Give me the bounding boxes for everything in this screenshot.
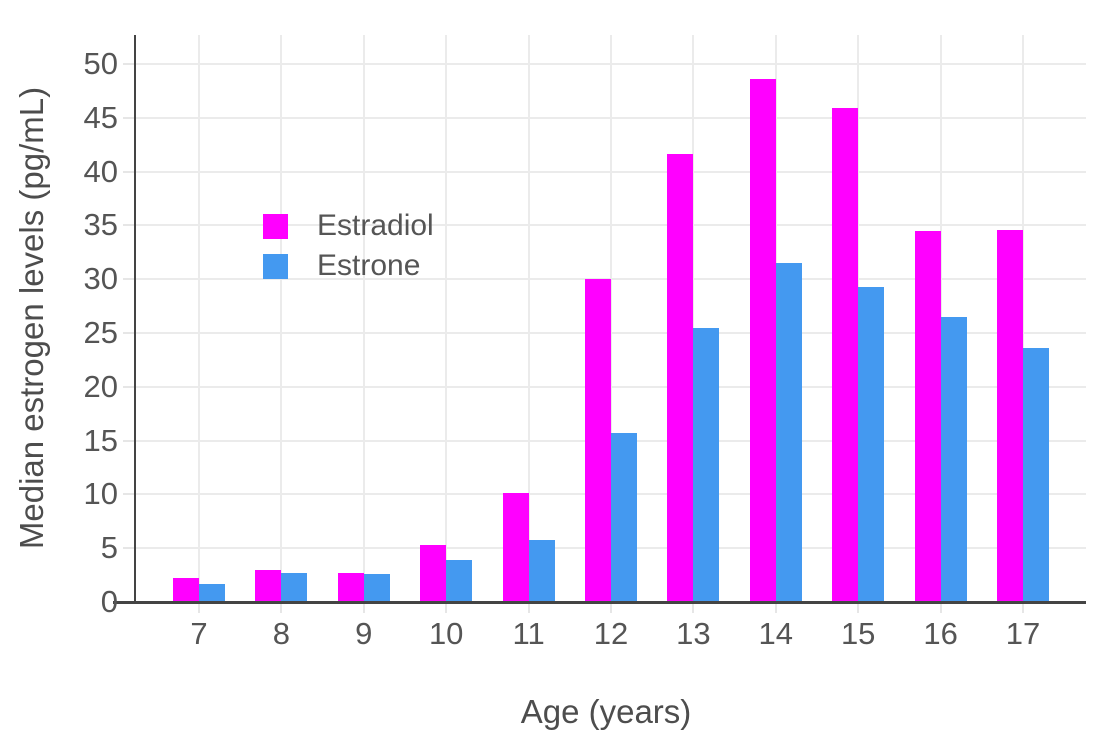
x-tick-label-13: 13 (676, 616, 711, 651)
y-tick-label-0: 0 (100, 584, 118, 619)
x-tickmark-7 (198, 604, 200, 613)
x-gridline-7 (198, 35, 200, 602)
bar-estradiol-age-17 (997, 230, 1023, 602)
bar-estradiol-age-16 (914, 231, 941, 602)
bar-estrone-age-14 (775, 263, 802, 602)
y-gridline-40 (136, 170, 1086, 173)
y-tickmark-50 (123, 63, 134, 65)
bar-estrone-age-17 (1023, 348, 1049, 602)
x-tick-label-10: 10 (428, 616, 464, 651)
x-tickmark-17 (1022, 604, 1024, 613)
y-tick-label-35: 35 (83, 207, 118, 243)
y-tick-label-45: 45 (83, 99, 118, 135)
bar-estradiol-age-12 (585, 279, 611, 602)
x-tick-label-12: 12 (593, 616, 629, 651)
bar-estradiol-age-10 (420, 545, 447, 602)
y-tick-label-10: 10 (83, 476, 118, 512)
y-tick-label-5: 5 (100, 530, 118, 566)
legend-item-estrone[interactable]: Estrone (263, 246, 563, 286)
bar-estrone-age-10 (446, 560, 473, 602)
legend-item-estradiol[interactable]: Estradiol (263, 206, 563, 246)
bar-estradiol-age-15 (832, 108, 859, 602)
x-gridline-9 (362, 35, 365, 602)
x-gridline-13 (692, 35, 695, 602)
bar-estradiol-age-7 (173, 578, 199, 602)
x-tickmark-8 (280, 604, 283, 613)
bar-estrone-age-12 (611, 433, 637, 602)
x-gridline-17 (1022, 35, 1024, 602)
bar-estradiol-age-11 (502, 493, 529, 602)
x-gridline-10 (445, 35, 448, 602)
x-tickmark-13 (692, 604, 695, 613)
x-axis-line (113, 601, 1086, 604)
y-tickmark-40 (123, 170, 134, 173)
y-tick-label-25: 25 (83, 315, 118, 350)
y-axis-line (134, 35, 136, 603)
x-tickmark-15 (857, 604, 860, 613)
x-tickmark-10 (445, 604, 448, 613)
y-tickmark-15 (123, 439, 134, 442)
y-tick-label-15: 15 (83, 422, 118, 458)
bar-estrone-age-7 (199, 584, 225, 602)
x-axis-title: Age (years) (520, 693, 692, 730)
y-gridline-45 (136, 116, 1086, 119)
y-tickmark-35 (123, 224, 134, 227)
y-tick-label-20: 20 (83, 368, 118, 404)
x-tick-label-8: 8 (272, 616, 291, 651)
bar-estradiol-age-8 (255, 570, 282, 602)
x-tickmark-11 (527, 604, 530, 613)
x-tick-label-9: 9 (355, 616, 373, 651)
x-tick-label-11: 11 (512, 616, 545, 651)
bar-estrone-age-16 (940, 317, 967, 602)
legend-swatch-estrone (263, 253, 288, 279)
y-tick-label-40: 40 (83, 153, 118, 189)
y-tick-label-50: 50 (83, 46, 118, 81)
legend-swatch-estradiol (263, 213, 288, 239)
y-tickmark-25 (123, 332, 134, 334)
y-gridline-25 (136, 332, 1086, 334)
x-tickmark-16 (939, 604, 942, 613)
y-tickmark-45 (123, 116, 134, 119)
bar-estrone-age-11 (528, 540, 555, 602)
x-tick-label-7: 7 (190, 616, 208, 651)
bar-estradiol-age-9 (337, 573, 364, 602)
x-gridline-11 (527, 35, 530, 602)
y-tickmark-5 (123, 547, 134, 550)
x-tickmark-14 (774, 604, 777, 613)
bar-estradiol-age-13 (667, 154, 694, 602)
y-tickmark-20 (123, 385, 134, 388)
y-tickmark-30 (123, 278, 134, 281)
y-tickmark-10 (123, 493, 134, 496)
y-tick-label-30: 30 (83, 261, 118, 297)
y-gridline-50 (136, 63, 1086, 65)
bar-estradiol-age-14 (749, 79, 776, 602)
y-gridline-30 (136, 278, 1086, 281)
legend-label-estradiol: Estradiol (317, 209, 434, 242)
bar-estrone-age-9 (363, 574, 390, 602)
y-gridline-35 (136, 224, 1086, 227)
x-gridline-12 (610, 35, 612, 602)
bar-estrone-age-15 (858, 287, 885, 602)
legend-label-estrone: Estrone (317, 249, 421, 282)
bar-estrone-age-8 (281, 573, 308, 602)
legend: Estradiol Estrone (263, 206, 563, 286)
y-gridline-20 (136, 385, 1086, 388)
x-tickmark-9 (362, 604, 365, 613)
x-tick-label-16: 16 (923, 616, 958, 651)
x-tick-label-15: 15 (840, 616, 876, 651)
x-tickmark-12 (610, 604, 612, 613)
bar-estrone-age-13 (693, 328, 720, 602)
x-tick-label-17: 17 (1005, 616, 1041, 651)
x-gridline-8 (280, 35, 283, 602)
x-tick-label-14: 14 (758, 616, 794, 651)
